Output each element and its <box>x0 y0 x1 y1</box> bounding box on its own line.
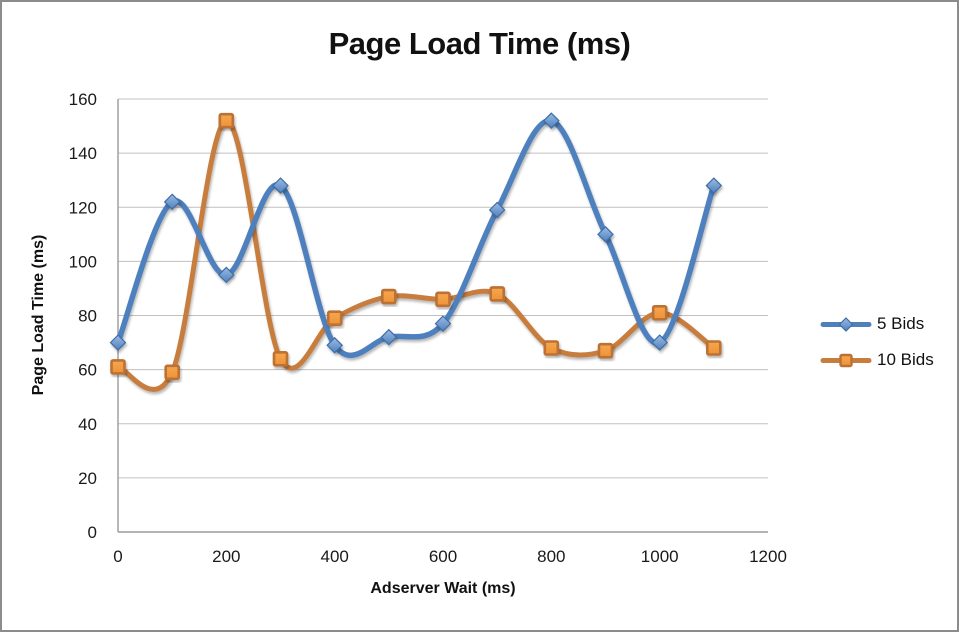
y-tick-label-80: 80 <box>78 307 97 326</box>
y-tick-label-40: 40 <box>78 415 97 434</box>
y-tick-label-0: 0 <box>88 523 97 542</box>
legend-item-5-bids[interactable]: 5 Bids <box>820 314 934 334</box>
series-marker-5-bids-x0[interactable] <box>109 334 127 351</box>
series-marker-10-bids-x500[interactable] <box>380 288 397 305</box>
series-marker-10-bids-x1000[interactable] <box>651 304 668 321</box>
y-tick-label-160: 160 <box>69 90 97 109</box>
legend-marker-5-bids-icon <box>820 316 872 332</box>
series-marker-10-bids-x200[interactable] <box>218 112 235 129</box>
series-marker-10-bids-x900[interactable] <box>597 342 614 359</box>
series-marker-5-bids-x600[interactable] <box>434 315 452 332</box>
legend-label-10-bids: 10 Bids <box>877 350 934 369</box>
x-tick-label-800: 800 <box>537 547 565 566</box>
series-marker-5-bids-x1000[interactable] <box>651 334 669 351</box>
x-tick-label-200: 200 <box>212 547 240 566</box>
chart-title[interactable]: Page Load Time (ms) <box>328 26 631 61</box>
series-marker-10-bids-x700[interactable] <box>489 286 506 302</box>
x-tick-label-400: 400 <box>321 547 349 566</box>
legend-label-5-bids: 5 Bids <box>877 314 925 333</box>
series-marker-5-bids-x400[interactable] <box>326 336 344 354</box>
series-marker-10-bids-x100[interactable] <box>164 364 180 381</box>
series-marker-5-bids-x200[interactable] <box>217 266 235 284</box>
series-marker-10-bids-x1100[interactable] <box>705 340 722 356</box>
series-marker-10-bids-x400[interactable] <box>326 310 343 327</box>
series-marker-5-bids-x300[interactable] <box>272 177 289 194</box>
legend[interactable]: 5 Bids 10 Bids <box>820 314 934 370</box>
series-marker-10-bids-x800[interactable] <box>543 340 560 356</box>
series-marker-10-bids-x300[interactable] <box>272 350 289 367</box>
y-tick-label-100: 100 <box>69 252 97 271</box>
series-marker-5-bids-x1100[interactable] <box>705 177 723 194</box>
x-tick-label-600: 600 <box>429 547 457 566</box>
x-axis-title[interactable]: Adserver Wait (ms) <box>370 580 516 597</box>
legend-marker-10-bids-icon <box>820 353 872 367</box>
series-marker-5-bids-x900[interactable] <box>597 225 614 243</box>
x-tick-label-1000: 1000 <box>641 547 679 566</box>
series-marker-5-bids-x700[interactable] <box>488 201 506 219</box>
series-marker-5-bids-x800[interactable] <box>542 112 560 129</box>
series-line-5-bids[interactable] <box>115 117 717 359</box>
y-tick-label-60: 60 <box>78 361 97 380</box>
y-tick-label-140: 140 <box>69 144 97 163</box>
y-tick-label-120: 120 <box>69 198 97 217</box>
y-tick-label-20: 20 <box>78 469 97 488</box>
x-tick-label-1200: 1200 <box>749 547 787 566</box>
legend-item-10-bids[interactable]: 10 Bids <box>820 350 934 370</box>
series-marker-5-bids-x100[interactable] <box>163 193 181 211</box>
series-marker-10-bids-x600[interactable] <box>435 291 451 308</box>
x-tick-label-0: 0 <box>113 547 122 566</box>
series-marker-5-bids-x500[interactable] <box>380 328 398 346</box>
series-marker-10-bids-x0[interactable] <box>110 359 126 375</box>
